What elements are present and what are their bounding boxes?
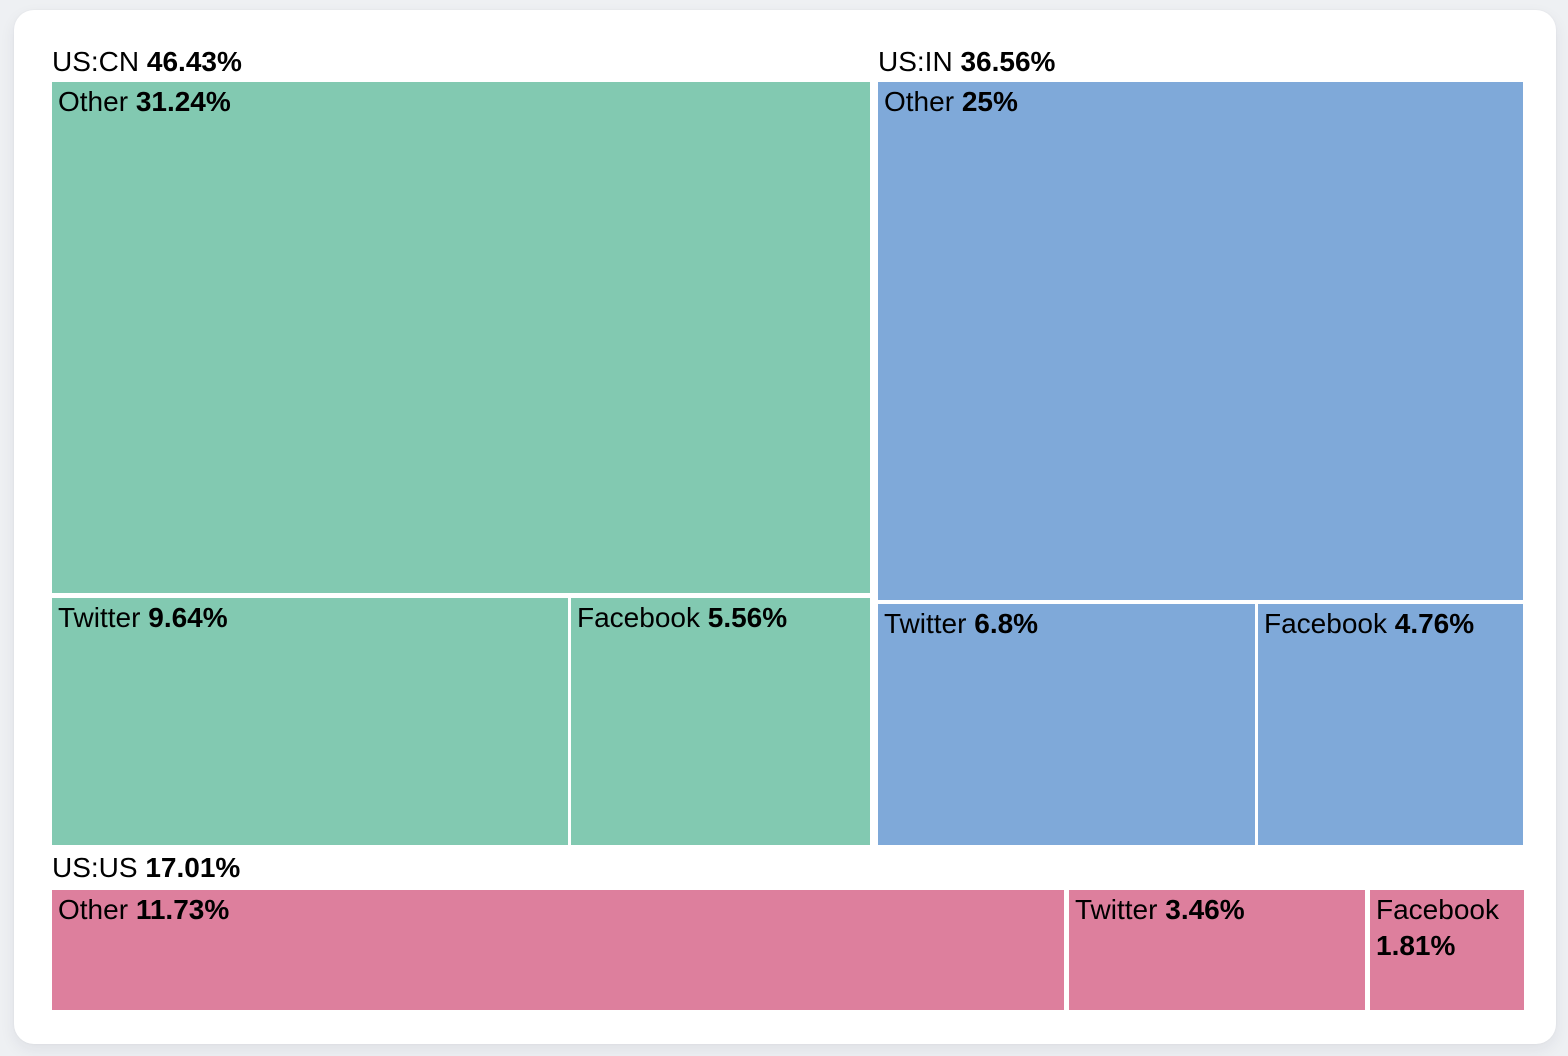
treemap-group-label-us-us: US:US 17.01% — [52, 852, 240, 884]
cell-name: Twitter — [1075, 894, 1158, 925]
treemap-cell-us-us-facebook[interactable]: Facebook 1.81% — [1370, 890, 1524, 1010]
cell-value: 11.73% — [135, 894, 230, 925]
treemap-cell-us-cn-other[interactable]: Other 31.24% — [52, 82, 870, 593]
treemap-cell-us-in-other[interactable]: Other 25% — [878, 82, 1523, 600]
cell-name: Facebook — [1264, 608, 1387, 639]
treemap-cell-us-cn-facebook[interactable]: Facebook 5.56% — [571, 598, 870, 845]
cell-name: Twitter — [884, 608, 967, 639]
cell-value: 4.76% — [1394, 608, 1475, 639]
cell-value: 1.81% — [1376, 930, 1456, 961]
treemap-cell-us-us-twitter[interactable]: Twitter 3.46% — [1069, 890, 1365, 1010]
treemap-cell-us-cn-twitter[interactable]: Twitter 9.64% — [52, 598, 568, 845]
cell-name: Facebook — [1376, 894, 1499, 925]
group-name: US:US — [52, 852, 138, 883]
cell-value: 31.24% — [135, 86, 231, 117]
group-name: US:CN — [52, 46, 140, 77]
cell-value: 6.8% — [974, 608, 1039, 639]
cell-value: 9.64% — [148, 602, 228, 633]
group-value: 46.43% — [146, 46, 242, 77]
cell-name: Other — [58, 894, 129, 925]
cell-value: 25% — [961, 86, 1018, 117]
cell-value: 3.46% — [1165, 894, 1245, 925]
cell-name: Facebook — [577, 602, 700, 633]
cell-name: Twitter — [58, 602, 141, 633]
group-value: 17.01% — [145, 852, 241, 883]
treemap-card: US:CN 46.43% Other 31.24% Twitter 9.64% … — [14, 10, 1556, 1044]
treemap-group-label-us-cn: US:CN 46.43% — [52, 46, 242, 78]
treemap-cell-us-us-other[interactable]: Other 11.73% — [52, 890, 1064, 1010]
cell-value: 5.56% — [707, 602, 788, 633]
cell-name: Other — [58, 86, 129, 117]
group-name: US:IN — [878, 46, 953, 77]
group-value: 36.56% — [960, 46, 1056, 77]
treemap-cell-us-in-twitter[interactable]: Twitter 6.8% — [878, 604, 1255, 845]
treemap-cell-us-in-facebook[interactable]: Facebook 4.76% — [1258, 604, 1523, 845]
cell-name: Other — [884, 86, 955, 117]
treemap-chart: US:CN 46.43% Other 31.24% Twitter 9.64% … — [14, 10, 1556, 1044]
treemap-group-label-us-in: US:IN 36.56% — [878, 46, 1055, 78]
